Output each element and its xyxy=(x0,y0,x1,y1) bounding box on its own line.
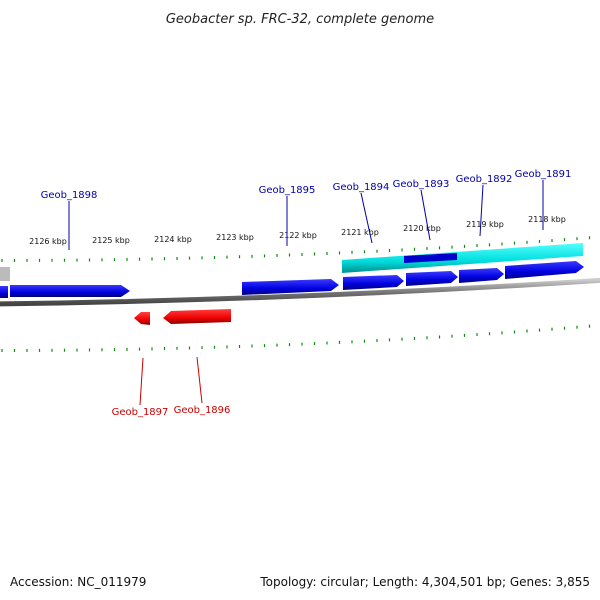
gene-geob-1897[interactable] xyxy=(134,312,150,325)
partial-gene-left-grey[interactable] xyxy=(0,267,10,281)
highlight-region[interactable] xyxy=(342,243,583,273)
gene-geob-1893-overlay[interactable] xyxy=(404,253,457,263)
map-title: Geobacter sp. FRC-32, complete genome xyxy=(166,12,434,27)
gene-label-geob-1892[interactable]: Geob_1892 xyxy=(456,174,513,185)
inner-tick-row xyxy=(1,324,591,352)
tick-label: 2121 kbp xyxy=(341,228,379,237)
tick-labels: 2126 kbp 2125 kbp 2124 kbp 2123 kbp 2122… xyxy=(29,215,566,246)
tick-label: 2120 kbp xyxy=(403,224,441,233)
gene-geob-1895[interactable] xyxy=(242,279,339,295)
tick-label: 2124 kbp xyxy=(154,235,192,244)
reverse-leader-lines xyxy=(139,356,203,406)
tick-label: 2122 kbp xyxy=(279,231,317,240)
gene-geob-1898[interactable] xyxy=(10,285,130,297)
gene-label-geob-1894[interactable]: Geob_1894 xyxy=(333,182,390,193)
genome-summary-text: Topology: circular; Length: 4,304,501 bp… xyxy=(259,575,590,589)
gene-label-geob-1898[interactable]: Geob_1898 xyxy=(41,190,98,201)
gene-geob-1891[interactable] xyxy=(505,261,584,279)
accession-text: Accession: NC_011979 xyxy=(10,575,146,589)
gene-geob-1894[interactable] xyxy=(343,275,404,290)
genome-backbone xyxy=(0,277,600,307)
gene-label-geob-1896[interactable]: Geob_1896 xyxy=(174,405,231,416)
gene-label-geob-1891[interactable]: Geob_1891 xyxy=(515,169,572,180)
tick-label: 2119 kbp xyxy=(466,220,504,229)
gene-geob-1896[interactable] xyxy=(163,309,231,324)
gene-label-geob-1897[interactable]: Geob_1897 xyxy=(112,407,169,418)
tick-label: 2126 kbp xyxy=(29,237,67,246)
tick-label: 2118 kbp xyxy=(528,215,566,224)
tick-label: 2125 kbp xyxy=(92,236,130,245)
gene-label-geob-1895[interactable]: Geob_1895 xyxy=(259,185,316,196)
gene-partial-left-forward[interactable] xyxy=(0,286,8,298)
outer-tick-row xyxy=(1,236,591,262)
gene-geob-1893[interactable] xyxy=(406,271,458,286)
forward-leader-lines xyxy=(68,180,544,250)
gene-geob-1892[interactable] xyxy=(459,268,504,283)
gene-label-geob-1893[interactable]: Geob_1893 xyxy=(393,179,450,190)
tick-label: 2123 kbp xyxy=(216,233,254,242)
